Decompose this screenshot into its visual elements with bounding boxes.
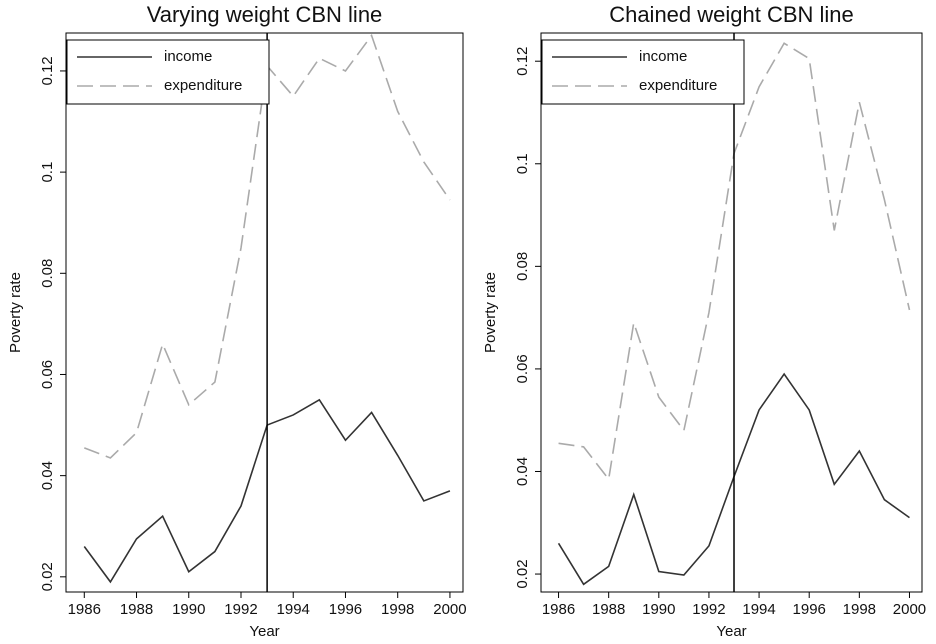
chart-title: Chained weight CBN line (609, 2, 854, 27)
x-tick-label: 1986 (542, 601, 575, 618)
x-tick-label: 1990 (172, 601, 205, 618)
x-tick-label: 1998 (381, 601, 414, 618)
x-tick-label: 1990 (642, 601, 675, 618)
y-tick-label: 0.08 (39, 259, 56, 288)
legend-label: expenditure (164, 77, 242, 94)
x-tick-label: 1992 (692, 601, 725, 618)
y-tick-label: 0.04 (514, 457, 531, 486)
legend-label: expenditure (639, 77, 717, 94)
y-tick-label: 0.02 (39, 562, 56, 591)
y-tick-label: 0.02 (514, 559, 531, 588)
y-axis-label: Poverty rate (7, 272, 24, 353)
legend-label: income (164, 48, 212, 65)
legend-box (66, 39, 270, 105)
y-tick-label: 0.06 (39, 360, 56, 389)
y-tick-label: 0.04 (39, 461, 56, 490)
x-tick-label: 1998 (843, 601, 876, 618)
plot-frame (540, 32, 923, 593)
x-tick-label: 1992 (224, 601, 257, 618)
x-tick-label: 1994 (742, 601, 775, 618)
x-axis-label: Year (249, 623, 279, 640)
legend-box (541, 39, 745, 105)
x-tick-label: 1994 (277, 601, 310, 618)
legend-label: income (639, 48, 687, 65)
y-tick-label: 0.12 (39, 56, 56, 85)
chart-title: Varying weight CBN line (147, 2, 383, 27)
plot-frame (65, 32, 464, 593)
x-tick-label: 2000 (893, 601, 926, 618)
y-tick-label: 0.12 (514, 47, 531, 76)
y-tick-label: 0.06 (514, 354, 531, 383)
x-tick-label: 1996 (793, 601, 826, 618)
x-tick-label: 1986 (68, 601, 101, 618)
y-tick-label: 0.08 (514, 252, 531, 281)
y-tick-label: 0.1 (514, 153, 531, 174)
x-tick-label: 2000 (433, 601, 466, 618)
y-tick-label: 0.1 (39, 162, 56, 183)
y-axis-label: Poverty rate (482, 272, 499, 353)
x-tick-label: 1988 (120, 601, 153, 618)
x-tick-label: 1996 (329, 601, 362, 618)
x-axis-label: Year (716, 623, 746, 640)
x-tick-label: 1988 (592, 601, 625, 618)
